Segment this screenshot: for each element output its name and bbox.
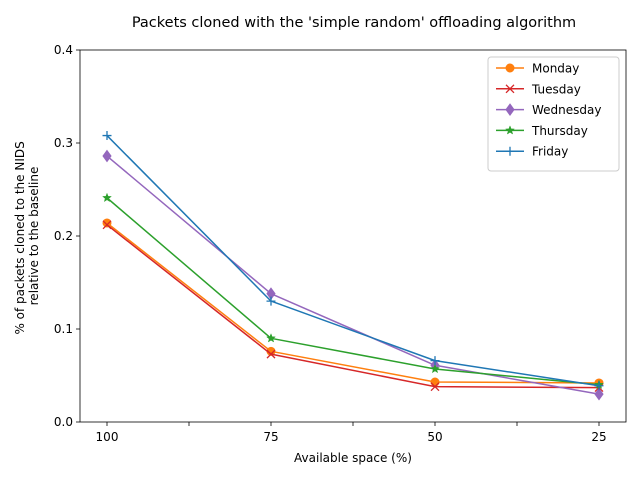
y-axis-label-line-2: relative to the baseline — [27, 167, 41, 306]
data-point-tuesday-50 — [430, 382, 440, 392]
series-line-monday — [106, 222, 600, 384]
data-point-friday-75 — [266, 296, 276, 306]
x-tick-label-25: 25 — [591, 430, 606, 444]
series-line-tuesday — [106, 224, 600, 389]
data-point-wednesday-25 — [594, 387, 604, 401]
legend-label-monday: Monday — [532, 62, 579, 76]
legend-label-wednesday: Wednesday — [532, 103, 601, 117]
legend-marker-friday — [505, 146, 515, 156]
series-line-wednesday — [106, 155, 600, 395]
y-tick-label-0.1: 0.1 — [54, 322, 73, 336]
data-point-friday-100 — [102, 131, 112, 141]
x-axis: 100 75 50 25 — [96, 422, 607, 444]
data-point-wednesday-100 — [102, 149, 112, 163]
data-point-monday-100 — [102, 218, 112, 228]
legend-box — [487, 56, 620, 172]
legend-marker-thursday — [505, 125, 515, 135]
data-point-thursday-50 — [430, 363, 440, 374]
series-line-friday — [106, 135, 600, 387]
x-tick-label-50: 50 — [427, 430, 442, 444]
legend-label-tuesday: Tuesday — [531, 82, 581, 96]
data-point-thursday-75 — [266, 333, 276, 343]
y-axis-label-line-1: % of packets cloned to the NIDS — [13, 141, 27, 334]
data-point-tuesday-100 — [102, 220, 112, 230]
y-tick-label-0.4: 0.4 — [54, 43, 73, 57]
legend: Monday Tuesday Wednesday Thursday Friday — [487, 56, 620, 172]
legend-marker-tuesday — [505, 84, 515, 94]
legend-label-thursday: Thursday — [531, 124, 588, 138]
legend-marker-wednesday — [505, 103, 515, 116]
data-point-monday-50 — [430, 377, 440, 387]
y-tick-label-0.0: 0.0 — [54, 415, 73, 429]
chart-title: Packets cloned with the 'simple random' … — [132, 15, 576, 31]
legend-marker-monday — [505, 63, 515, 73]
data-point-friday-25 — [594, 381, 604, 391]
data-point-friday-50 — [430, 356, 440, 366]
y-tick-label-0.3: 0.3 — [54, 136, 73, 150]
data-point-thursday-100 — [102, 192, 112, 203]
y-axis-label: % of packets cloned to the NIDS relative… — [13, 137, 41, 334]
x-tick-label-75: 75 — [263, 430, 278, 444]
data-point-tuesday-75 — [266, 349, 276, 359]
y-tick-label-0.2: 0.2 — [54, 229, 73, 243]
y-axis: 0.0 0.1 0.2 0.3 0.4 — [54, 43, 80, 429]
plot-area — [79, 49, 627, 423]
x-axis-label: Available space (%) — [294, 451, 412, 465]
series-line-thursday — [106, 197, 600, 386]
x-tick-label-100: 100 — [96, 430, 119, 444]
legend-label-friday: Friday — [532, 145, 568, 159]
